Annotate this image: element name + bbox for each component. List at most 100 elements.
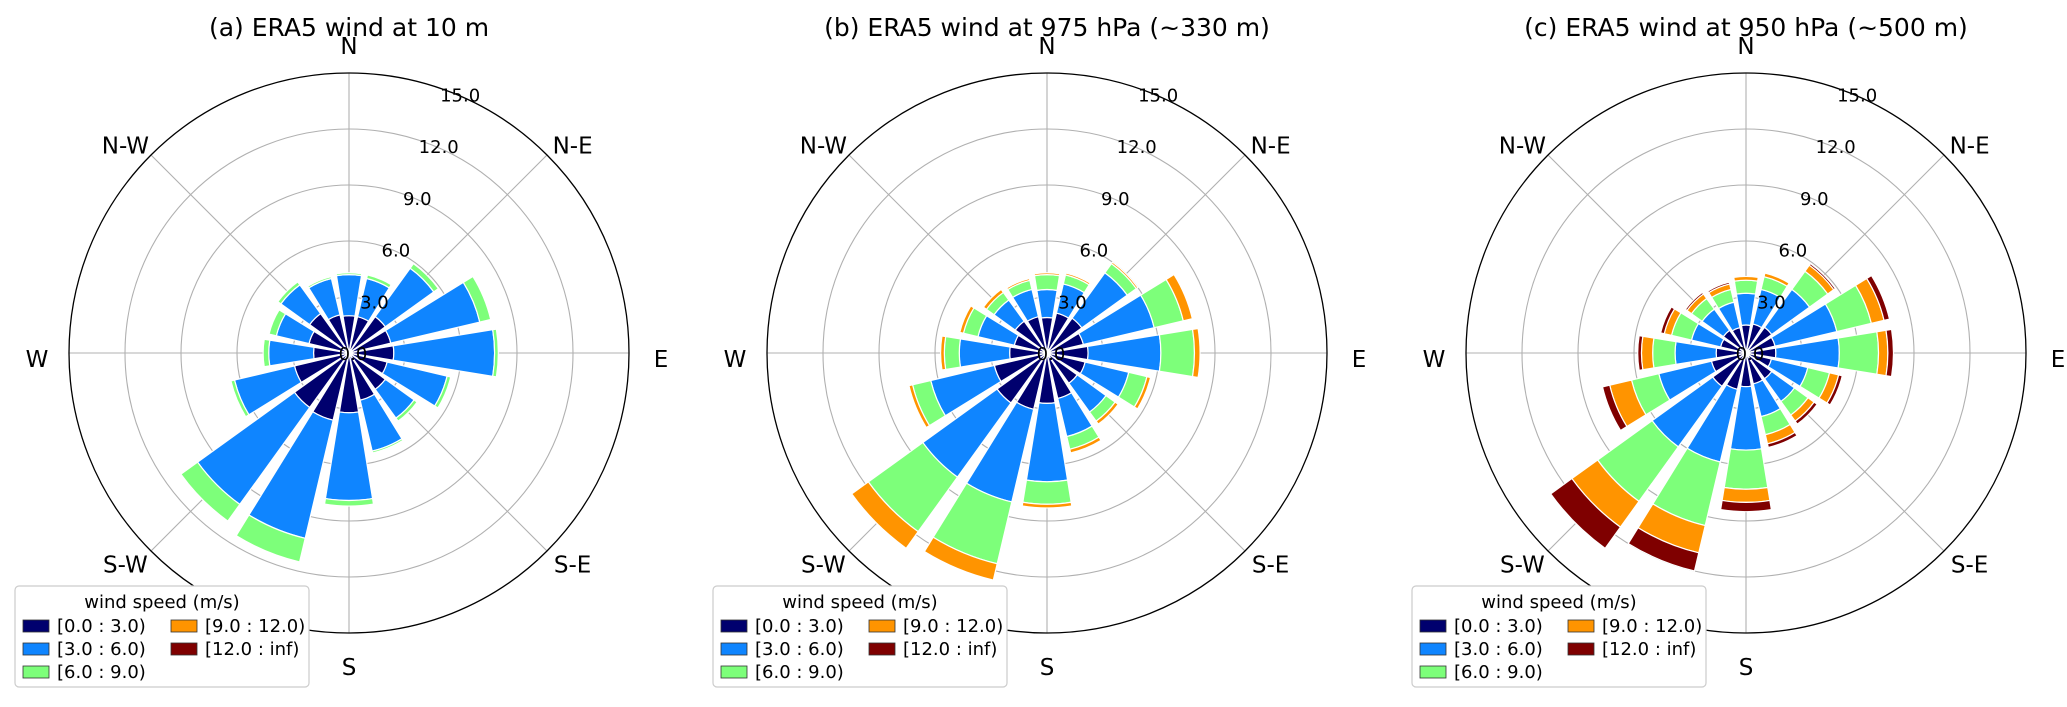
- bar-270deg-bin1: [268, 339, 315, 367]
- legend-swatch: [1567, 619, 1595, 633]
- bar-337.5deg-bin2: [306, 275, 333, 289]
- compass-label-w: W: [1423, 347, 1446, 373]
- bar-0deg-bin2: [1733, 279, 1759, 295]
- legend-label: [0.0 : 3.0): [57, 616, 146, 637]
- radial-tick-label: 12.0: [419, 137, 459, 158]
- compass-label-n-w: N-W: [1499, 133, 1546, 159]
- windrose-panel-3: (c) ERA5 wind at 950 hPa (~500 m) 0.0 3.0 6…: [1411, 13, 2065, 688]
- bar-45deg-bin2: [409, 262, 440, 293]
- legend: wind speed (m/s) [0.0 : 3.0)[3.0 : 6.0)[6…: [14, 585, 310, 688]
- bar-22.5deg-bin3: [1763, 272, 1790, 288]
- legend-title: wind speed (m/s): [84, 592, 239, 613]
- legend-swatch: [22, 619, 50, 633]
- chart-title: (b) ERA5 wind at 975 hPa (~330 m): [824, 13, 1270, 42]
- bar-225deg-bin3: [850, 481, 919, 550]
- bar-90deg-bin3: [1876, 329, 1889, 377]
- bar-135deg-bin4: [1794, 401, 1818, 425]
- bar-0deg-bin3: [1033, 272, 1061, 277]
- chart-title: (a) ERA5 wind at 10 m: [209, 13, 489, 42]
- bar-202.5deg-bin2: [235, 514, 306, 563]
- radial-tick-label: 12.0: [1816, 137, 1856, 158]
- legend-swatch: [720, 619, 748, 633]
- bar-0deg-bin1: [1735, 292, 1757, 327]
- compass-label-s-w: S-W: [1500, 553, 1545, 579]
- bar-337.5deg-bin4: [1706, 281, 1731, 294]
- radial-tick-label: 15.0: [440, 85, 480, 106]
- compass-label-s-e: S-E: [554, 553, 591, 579]
- bar-225deg-bin4: [1549, 477, 1622, 550]
- legend-swatch: [170, 619, 198, 633]
- legend-swatch: [1567, 642, 1595, 656]
- bar-67.5deg-bin3: [1165, 273, 1194, 322]
- bar-315deg-bin4: [1684, 291, 1705, 312]
- compass-label-w: W: [26, 347, 49, 373]
- compass-label-w: W: [724, 347, 747, 373]
- bar-112.5deg-bin2: [433, 375, 452, 409]
- compass-label-n: N: [1737, 34, 1754, 60]
- legend-label: [3.0 : 6.0): [57, 639, 146, 660]
- bar-202.5deg-bin3: [923, 536, 998, 581]
- compass-label-e: E: [654, 347, 669, 373]
- legend-box: [14, 585, 310, 688]
- legend-swatch: [22, 665, 50, 679]
- bar-45deg-bin3: [1110, 261, 1139, 290]
- radial-tick-label: 0.0: [339, 344, 368, 365]
- compass-label-s: S: [1739, 655, 1754, 681]
- windrose-panel-2: (b) ERA5 wind at 975 hPa (~330 m) 0.0 3.0 6…: [712, 13, 1366, 688]
- radial-tick-label: 0.0: [1736, 344, 1765, 365]
- bar-202.5deg-bin4: [1627, 526, 1700, 572]
- compass-label-n-w: N-W: [102, 133, 149, 159]
- bar-90deg-bin2: [492, 328, 499, 378]
- bar-247.5deg-bin2: [230, 379, 250, 418]
- compass-label-n-e: N-E: [553, 133, 593, 159]
- legend-label: [3.0 : 6.0): [1454, 639, 1543, 660]
- bar-112.5deg-bin3: [1133, 375, 1152, 410]
- bar-157.5deg-bin2: [371, 437, 404, 454]
- bar-270deg-bin1: [958, 338, 1011, 368]
- radial-tick-label: 6.0: [1080, 241, 1109, 262]
- bar-180deg-bin3: [1721, 486, 1771, 503]
- legend-swatch: [720, 642, 748, 656]
- radial-tick-label: 15.0: [1837, 85, 1877, 106]
- radial-tick-label: 9.0: [1101, 189, 1130, 210]
- bar-270deg-bin4: [1637, 335, 1644, 371]
- legend-swatch: [170, 642, 198, 656]
- legend-label: [12.0 : inf): [1602, 639, 1696, 660]
- bar-22.5deg-bin2: [365, 274, 393, 289]
- bar-292.5deg-bin4: [1659, 306, 1676, 335]
- bar-270deg-bin2: [1652, 337, 1677, 369]
- bar-292.5deg-bin2: [268, 309, 287, 337]
- legend-swatch: [22, 642, 50, 656]
- outer-circle: [1465, 72, 2027, 634]
- windrose-panel-1: (a) ERA5 wind at 10 m 0.0 3.0 6.0 9.0 12.0 15.…: [14, 13, 669, 688]
- radial-tick-label: 3.0: [1757, 292, 1786, 313]
- outer-circle: [766, 72, 1328, 634]
- legend: wind speed (m/s) [0.0 : 3.0)[3.0 : 6.0)[6…: [712, 585, 1008, 688]
- bar-0deg-bin2: [335, 272, 363, 277]
- radial-tick-label: 12.0: [1117, 137, 1157, 158]
- legend-label: [9.0 : 12.0): [1602, 616, 1702, 637]
- compass-label-n-e: N-E: [1251, 133, 1291, 159]
- radial-tick-label: 15.0: [1138, 85, 1178, 106]
- legend-title: wind speed (m/s): [1481, 592, 1636, 613]
- compass-label-n: N: [1038, 34, 1055, 60]
- radial-tick-label: 6.0: [382, 241, 411, 262]
- bar-135deg-bin3: [1095, 401, 1119, 425]
- compass-label-s-w: S-W: [103, 553, 148, 579]
- legend-label: [6.0 : 9.0): [1454, 662, 1543, 683]
- compass-label-s: S: [342, 655, 357, 681]
- bar-22.5deg-bin3: [1064, 272, 1091, 286]
- compass-label-s-e: S-E: [1252, 553, 1289, 579]
- bar-90deg-bin3: [1191, 327, 1201, 379]
- legend-swatch: [868, 619, 896, 633]
- compass-label-s-e: S-E: [1951, 553, 1988, 579]
- legend-label: [12.0 : inf): [205, 639, 299, 660]
- bar-67.5deg-bin4: [1865, 274, 1891, 322]
- radial-tick-label: 9.0: [403, 189, 432, 210]
- radial-tick-label: 9.0: [1800, 189, 1829, 210]
- bar-180deg-bin2: [323, 497, 375, 507]
- bar-292.5deg-bin3: [959, 305, 975, 334]
- bar-337.5deg-bin3: [1005, 277, 1031, 291]
- legend-label: [9.0 : 12.0): [205, 616, 305, 637]
